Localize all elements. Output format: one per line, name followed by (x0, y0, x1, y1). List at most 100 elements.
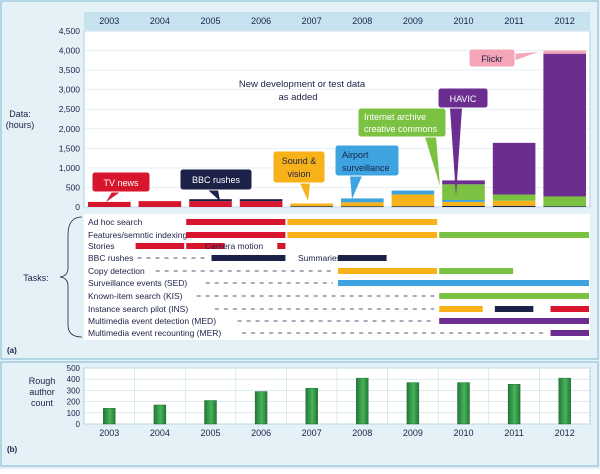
author-y-tick: 0 (76, 420, 81, 429)
task-bar-features-semntic-indexing (287, 232, 438, 238)
callout-pointer (450, 108, 462, 196)
callout-label: BBC rushes (192, 175, 241, 185)
data-y-tick: 1,000 (59, 163, 81, 173)
author-x-tick-labels: 2003 2004 2005 2006 2007 2008 2009 2010 2011 2012 (99, 428, 574, 438)
data-y-tick: 1,500 (59, 143, 81, 153)
data-y-tick: 4,000 (59, 46, 81, 56)
year-label-2003: 2003 (99, 16, 119, 26)
tasks-brace (59, 216, 83, 338)
tasks-label: Tasks: (23, 273, 49, 283)
task-label-summaries: Summaries (298, 253, 341, 263)
callout-label: Flickr (481, 54, 503, 64)
callout-label: Sound & (282, 156, 317, 166)
task-bar-stories (135, 243, 185, 249)
data-bar-2008-airport-surveillance (341, 198, 384, 203)
data-bar-2008-sound-vision (341, 202, 384, 207)
callout-flickr: Flickr (468, 48, 538, 68)
annotation-line1: New development or test data (239, 79, 366, 90)
data-y-tick: 2,000 (59, 124, 81, 134)
author-x-tick-2009: 2009 (403, 428, 423, 438)
data-bar-2010-havic (442, 180, 485, 185)
data-bar-2012-flickr (543, 50, 586, 54)
task-bar-instance-search-pilot-ins- (439, 306, 483, 312)
data-bar-2009-airport-surveillance (391, 190, 435, 195)
task-bar-features-semntic-indexing (186, 232, 286, 238)
author-y-axis-title-line3: count (31, 398, 54, 408)
task-bar-instance-search-pilot-ins- (550, 306, 589, 312)
author-bar-2009 (406, 382, 420, 425)
task-bar-stories (186, 243, 225, 249)
callout-label: creative commons (364, 124, 438, 134)
data-bar-2004-tv-news (138, 201, 182, 207)
author-bars (103, 377, 571, 425)
callout-label: Airport (342, 150, 369, 160)
task-label-known-item-search-kis-: Known-item search (KIS) (88, 291, 183, 301)
callout-box (357, 107, 447, 138)
task-label-multimedia-event-detection-med-: Multimedia event detection (MED) (88, 316, 216, 326)
author-bar-2005 (204, 400, 217, 425)
data-bar-2006-tv-news (239, 201, 283, 207)
data-y-tick-labels: 0 500 1,000 1,500 2,000 2,500 3,000 3,500 4,000 4… (59, 26, 81, 212)
task-bar-features-semntic-indexing (439, 232, 589, 238)
callout-pointer (425, 137, 440, 186)
year-label-2011: 2011 (504, 16, 523, 26)
year-label-2010: 2010 (453, 16, 473, 26)
author-bar-2006 (254, 391, 268, 425)
callout-pointer (510, 52, 538, 62)
task-bar-known-item-search-kis- (439, 293, 589, 299)
data-bar-2009-bbc-rushes (391, 206, 435, 208)
author-bar-2008 (356, 377, 369, 425)
data-bar-2005-tv-news (189, 201, 232, 207)
year-label-2006: 2006 (251, 16, 271, 26)
task-label-instance-search-pilot-ins-: Instance search pilot (INS) (88, 304, 188, 314)
author-x-tick-2004: 2004 (150, 428, 170, 438)
data-bar-2011-internet-archive-creative-commons (492, 194, 536, 201)
data-bar-2011-havic (492, 142, 536, 195)
callout-label: surveillance (342, 163, 390, 173)
callout-bbc-rushes: BBC rushes (179, 168, 253, 201)
callout-pointer (106, 192, 120, 202)
data-y-tick: 3,500 (59, 65, 81, 75)
callout-label: Internet archive (364, 112, 426, 122)
data-bar-2011-bbc-rushes (492, 205, 536, 207)
data-bar-2007-bbc-rushes (290, 206, 333, 208)
task-timeline: Ad hoc search Features/semntic indexingSt… (88, 217, 589, 338)
year-header-labels: 2003 2004 2005 2006 2007 2008 2009 2010 2011 2012 (99, 16, 574, 26)
task-label-surveillance-events-sed-: Surveillance events (SED) (88, 278, 187, 288)
task-label-copy-detection: Copy detection (88, 266, 145, 276)
task-label-camera-motion: Camera motion (205, 241, 263, 251)
year-label-2004: 2004 (150, 16, 170, 26)
year-label-2005: 2005 (200, 16, 220, 26)
data-bar-2010-bbc-rushes (442, 205, 485, 207)
task-bar-surveillance-events-sed- (338, 280, 589, 286)
dataset-callouts: TV news BBC rushes Sound & vision Airport sur… (91, 48, 538, 202)
callout-internet-archive-creative-commons: Internet archive creative commons (357, 107, 447, 186)
task-bar-ad-hoc-search (287, 219, 438, 225)
author-y-axis-title-line2: author (29, 387, 55, 397)
author-bar-2003 (103, 408, 116, 425)
year-label-2012: 2012 (555, 16, 575, 26)
year-label-2009: 2009 (403, 16, 423, 26)
task-label-stories: Stories (88, 241, 114, 251)
callout-label: vision (287, 169, 310, 179)
author-x-tick-2008: 2008 (352, 428, 372, 438)
author-bar-2011 (507, 384, 521, 425)
data-bar-2009-sound-vision (391, 194, 435, 207)
data-bar-2005-bbc-rushes (189, 199, 232, 202)
task-label-multimedia-event-recounting-mer-: Multimedia event recounting (MER) (88, 328, 221, 338)
author-y-tick: 100 (67, 409, 81, 418)
data-bar-2012-internet-archive-creative-commons (543, 196, 586, 207)
author-bar-2010 (457, 382, 470, 425)
data-y-tick: 4,500 (59, 26, 81, 36)
task-bar-ad-hoc-search (186, 219, 286, 225)
task-bar-camera-motion (277, 243, 286, 249)
panel-a-label: (a) (7, 346, 17, 355)
task-label-ad-hoc-search: Ad hoc search (88, 217, 143, 227)
task-bar-summaries (338, 255, 387, 261)
author-y-tick: 200 (67, 398, 81, 407)
callout-sound-vision: Sound & vision (272, 150, 326, 201)
callout-label: HAVIC (450, 94, 477, 104)
task-bar-copy-detection (439, 268, 514, 274)
author-x-tick-2006: 2006 (251, 428, 271, 438)
